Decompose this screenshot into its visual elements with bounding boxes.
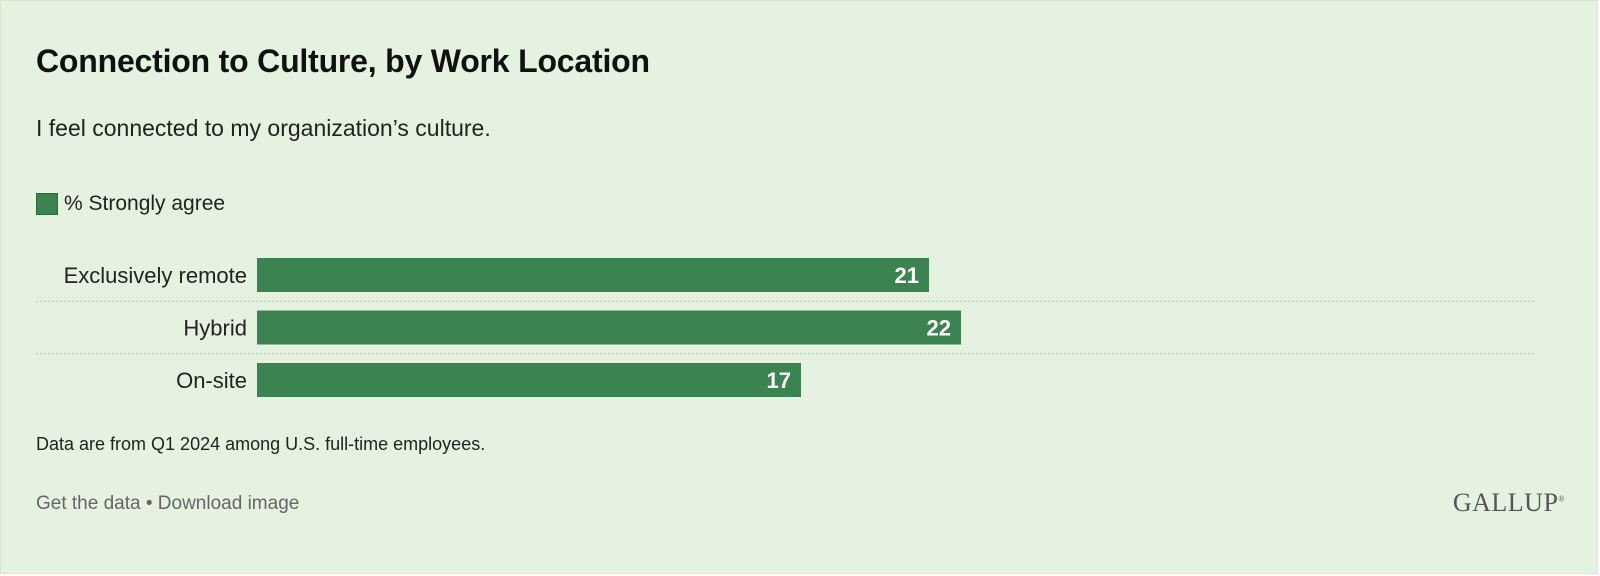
category-label: On-site <box>176 368 247 393</box>
category-label: Hybrid <box>183 316 247 341</box>
legend: % Strongly agree <box>36 192 225 216</box>
legend-swatch <box>36 193 58 215</box>
bar-chart: Exclusively remote 21 Hybrid 22 On-site 17 <box>36 258 1535 397</box>
category-label: Exclusively remote <box>64 263 247 288</box>
bar-on-site <box>257 363 801 397</box>
value-label: 17 <box>767 368 791 393</box>
bar-exclusively-remote <box>257 258 929 292</box>
legend-label: % Strongly agree <box>64 192 226 215</box>
chart-title: Connection to Culture, by Work Location <box>36 43 650 79</box>
gallup-logo: GALLUP® <box>1453 488 1565 518</box>
value-label: 22 <box>927 316 951 341</box>
data-note: Data are from Q1 2024 among U.S. full-ti… <box>36 434 486 454</box>
bar-hybrid <box>257 310 961 345</box>
brand-registered-mark: ® <box>1558 494 1565 504</box>
value-label: 21 <box>895 263 919 288</box>
get-data-link[interactable]: Get the data <box>36 493 141 514</box>
link-separator: • <box>140 493 158 514</box>
footer-links: Get the data • Download image <box>36 493 299 515</box>
chart-subtitle: I feel connected to my organization’s cu… <box>36 115 491 141</box>
brand-text: GALLUP <box>1452 488 1559 517</box>
download-image-link[interactable]: Download image <box>157 493 300 514</box>
